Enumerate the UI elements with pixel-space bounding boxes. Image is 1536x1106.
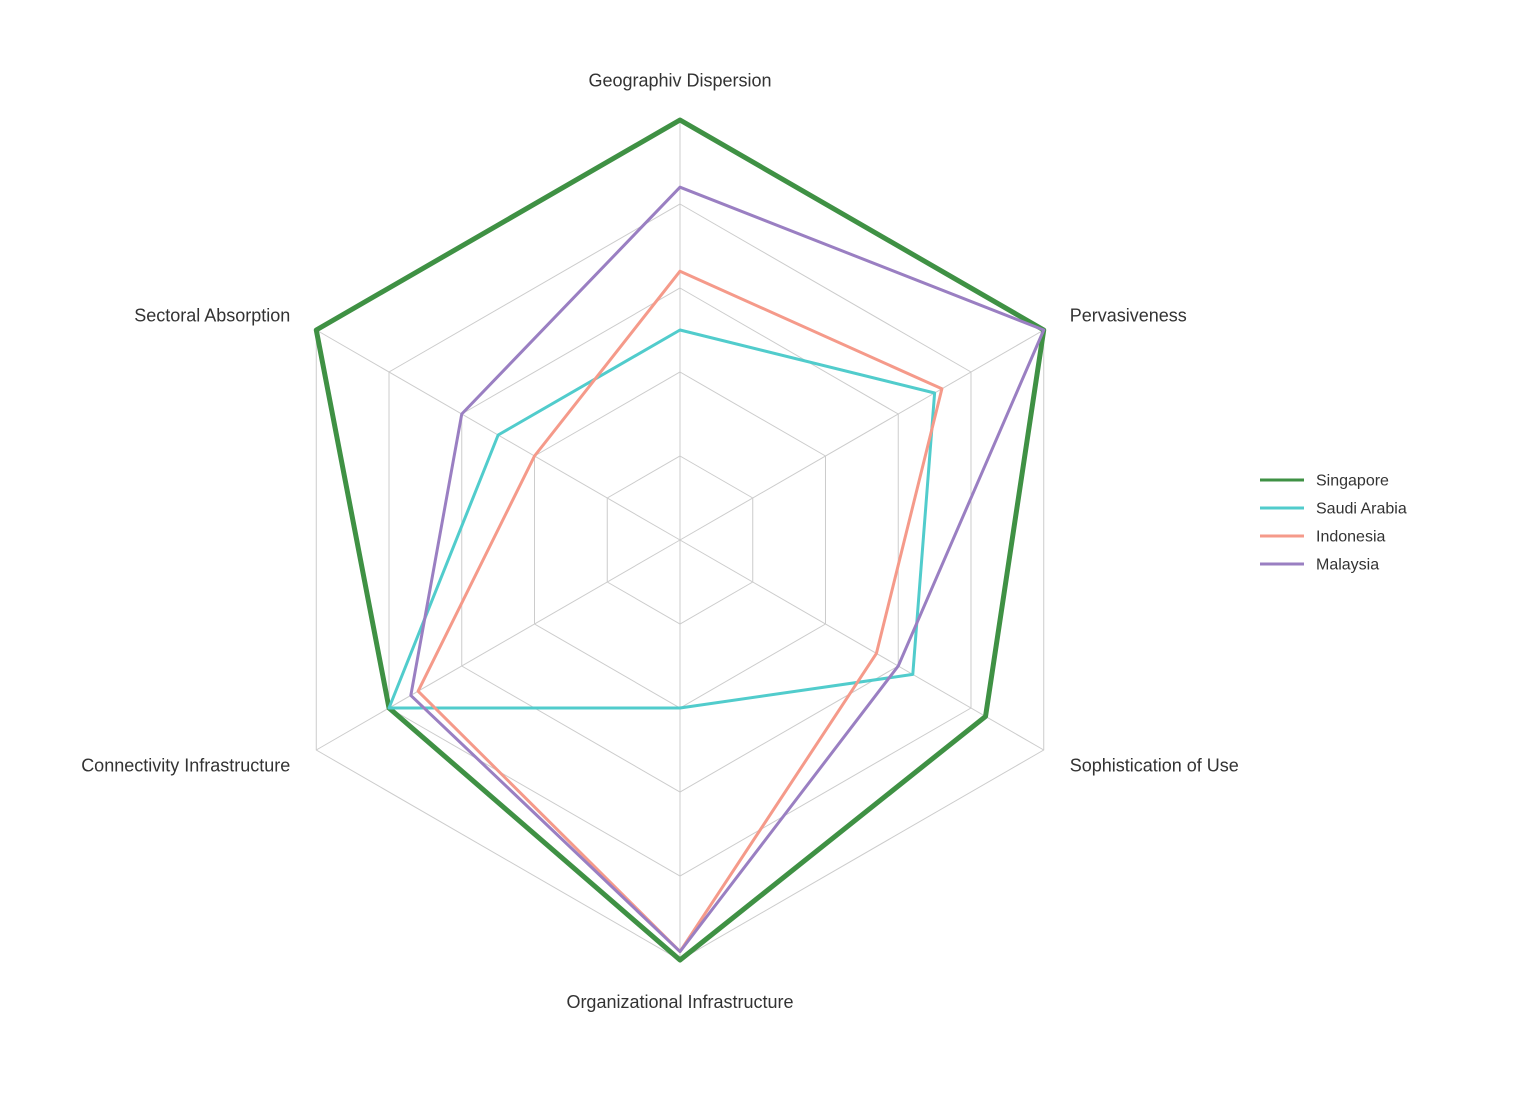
radar-chart-svg: Geographiv Dispersion Pervasiveness Sophis… <box>0 0 1536 1106</box>
radar-spokes <box>316 120 1043 960</box>
radar-legend: Singapore Saudi Arabia Indonesia Malaysia <box>1260 473 1407 574</box>
radar-axis-labels: Geographiv Dispersion Pervasiveness Sophis… <box>81 70 1239 1012</box>
grid-spoke <box>680 330 1044 540</box>
axis-label: Pervasiveness <box>1070 305 1187 325</box>
grid-spoke <box>316 540 680 750</box>
axis-label: Organizational Infrastructure <box>566 992 793 1012</box>
grid-spoke <box>680 540 1044 750</box>
legend-label: Malaysia <box>1316 557 1379 574</box>
series-line-malaysia <box>411 187 1044 951</box>
radar-chart-container: Geographiv Dispersion Pervasiveness Sophis… <box>0 0 1536 1106</box>
axis-label: Geographiv Dispersion <box>588 70 771 90</box>
series-line-saudi-arabia <box>389 330 935 708</box>
axis-label: Connectivity Infrastructure <box>81 755 290 775</box>
axis-label: Sophistication of Use <box>1070 755 1239 775</box>
axis-label: Sectoral Absorption <box>134 305 290 325</box>
legend-label: Saudi Arabia <box>1316 501 1407 518</box>
legend-label: Singapore <box>1316 473 1389 490</box>
legend-label: Indonesia <box>1316 529 1385 546</box>
